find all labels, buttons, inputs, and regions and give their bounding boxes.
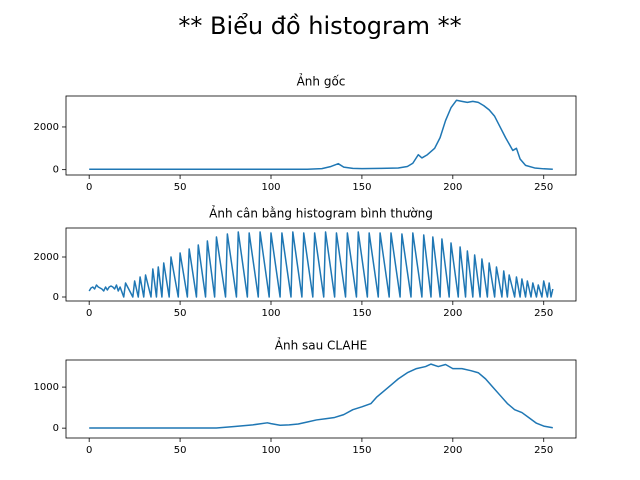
line-series [89,99,553,170]
x-tick-label: 100 [261,182,280,193]
x-tick-label: 150 [352,182,371,193]
x-tick-label: 0 [86,445,92,456]
x-tick-label: 0 [86,182,92,193]
line-series [88,231,554,298]
y-tick-label: 2000 [34,122,59,133]
axes-title: Ảnh sau CLAHE [275,337,367,353]
x-tick-label: 150 [352,445,371,456]
x-tick-label: 150 [352,308,371,319]
y-tick-label: 2000 [34,252,59,263]
axes-frame [65,95,577,176]
y-tick-label: 0 [53,165,59,176]
x-tick-label: 250 [534,445,553,456]
axes-frame [65,359,577,439]
x-tick-label: 50 [174,182,187,193]
x-tick-label: 100 [261,308,280,319]
x-tick-label: 0 [86,308,92,319]
axes-frame [65,227,577,302]
axes-title: Ảnh cân bằng histogram bình thường [209,205,433,221]
x-tick-label: 200 [443,308,462,319]
x-tick-label: 50 [174,308,187,319]
x-tick-label: 200 [443,445,462,456]
figure-title: ** Biểu đồ histogram ** [178,12,461,40]
y-tick-label: 0 [53,292,59,303]
x-tick-label: 200 [443,182,462,193]
x-tick-label: 250 [534,308,553,319]
y-tick-label: 0 [53,423,59,434]
x-tick-label: 50 [174,445,187,456]
axes-title: Ảnh gốc [297,73,346,89]
x-tick-label: 100 [261,445,280,456]
x-tick-label: 250 [534,182,553,193]
line-series [89,363,553,429]
y-tick-label: 1000 [34,382,59,393]
